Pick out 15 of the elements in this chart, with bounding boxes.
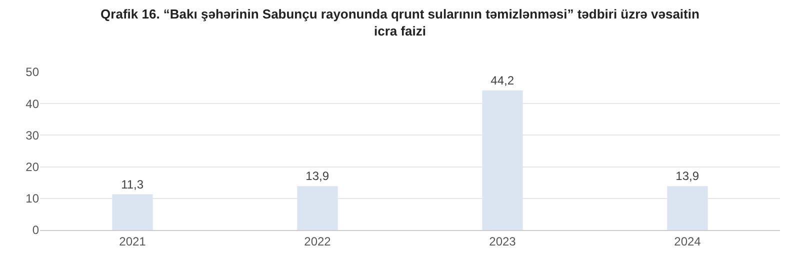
data-label: 13,9 — [676, 169, 700, 184]
data-label: 13,9 — [306, 169, 330, 184]
y-tick-label: 20 — [26, 160, 40, 174]
data-label: 44,2 — [490, 73, 514, 88]
data-label: 11,3 — [121, 177, 144, 192]
y-tick-label: 40 — [26, 96, 40, 111]
y-tick-label: 10 — [26, 192, 40, 206]
y-tick-label: 30 — [26, 128, 40, 142]
x-tick-label: 2023 — [489, 234, 516, 248]
y-tick-label: 0 — [32, 223, 40, 238]
x-tick-label: 2022 — [304, 234, 332, 248]
chart-title: Qrafik 16. “Bakı şəhərinin Sabunçu rayonunda qrunt sularının təmizlənməsi” tədbiri üzrə vəsaitin icra faizi — [100, 6, 700, 38]
y-tick-label: 50 — [26, 65, 40, 80]
x-tick-label: 2024 — [674, 234, 702, 248]
x-tick-label: 2021 — [119, 234, 146, 248]
